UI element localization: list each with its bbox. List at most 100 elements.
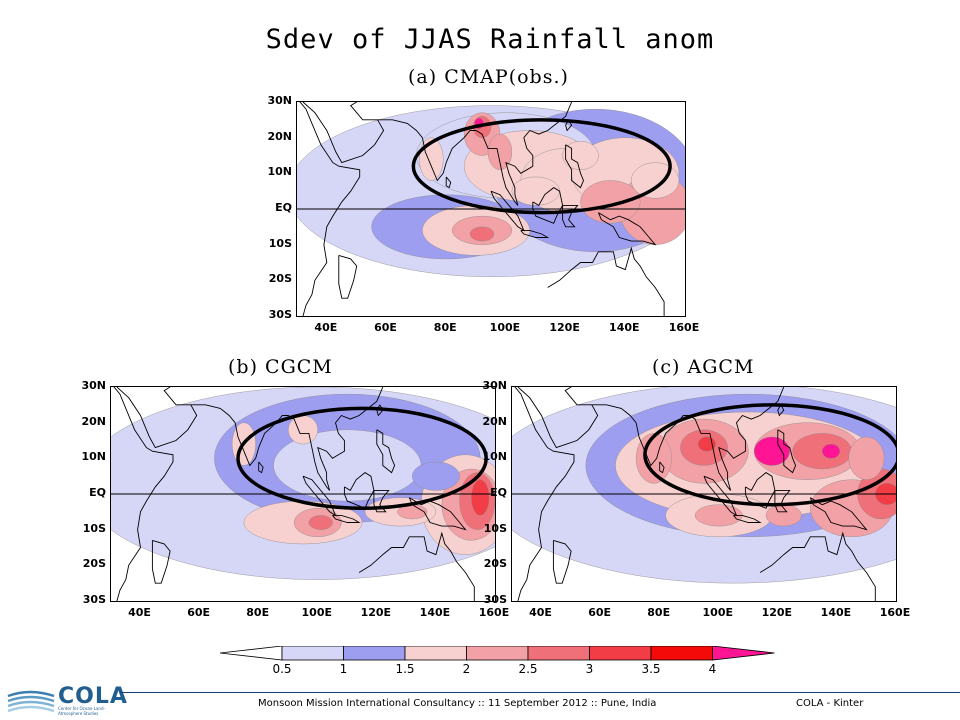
footer-divider — [120, 692, 960, 693]
coastline — [190, 404, 330, 491]
colorbar-label: 1.5 — [395, 662, 415, 676]
lat-label: 30S — [268, 308, 292, 321]
coastline — [445, 176, 452, 189]
coastline — [591, 404, 731, 491]
lon-label: 60E — [588, 606, 612, 619]
coastline — [332, 514, 361, 523]
lon-label: 100E — [702, 606, 733, 619]
footer-center-text: Monsoon Mission International Consultanc… — [258, 698, 657, 709]
lon-label: 60E — [374, 321, 397, 334]
lon-label: 40E — [128, 606, 151, 619]
highlight-ellipse — [411, 118, 672, 215]
lat-label: 30S — [483, 593, 507, 606]
lon-label: 120E — [761, 606, 793, 619]
lon-label: 100E — [489, 321, 521, 334]
contour-region — [412, 461, 460, 491]
highlight-ellipse — [236, 406, 488, 511]
lat-label: 20S — [268, 272, 292, 286]
colorbar-segment — [404, 645, 467, 661]
lon-label: 140E — [820, 606, 852, 619]
coastline — [759, 531, 876, 601]
lat-label: EQ — [89, 486, 106, 499]
lat-label: 20N — [482, 414, 507, 428]
colorbar-segment — [527, 645, 590, 661]
lat-label: 10S — [82, 521, 106, 535]
contour-region — [308, 515, 333, 530]
lat-label: EQ — [490, 486, 507, 499]
coastline — [299, 102, 361, 316]
colorbar-segment — [650, 645, 713, 661]
colorbar-label: 4 — [708, 662, 717, 676]
lon-label: 40E — [529, 606, 552, 619]
contour-region — [471, 479, 490, 516]
lon-label: 80E — [433, 321, 457, 334]
colorbar-svg — [219, 645, 775, 661]
lon-label: 160E — [478, 606, 510, 619]
lon-label: 160E — [879, 606, 911, 619]
logo-subtitle: Center for Ocean-Land-Atmosphere Studies — [58, 706, 105, 716]
lon-label: 60E — [187, 606, 211, 619]
coastline — [520, 229, 550, 238]
logo-text: COLA — [58, 684, 128, 709]
contour-region — [511, 176, 560, 206]
lon-label: 120E — [360, 606, 392, 619]
coastline — [343, 472, 375, 509]
map-panel-cmap — [296, 101, 686, 317]
lat-label: 10S — [268, 236, 292, 250]
coastline — [302, 102, 385, 164]
cola-logo-icon — [7, 690, 55, 713]
colorbar-label: 0.5 — [272, 662, 292, 676]
coastline — [490, 190, 525, 232]
map-panel-agcm — [511, 386, 897, 602]
colorbar-label: 1 — [339, 662, 348, 676]
coastline — [376, 429, 396, 474]
coastline — [514, 387, 575, 601]
lon-label: 100E — [301, 606, 332, 619]
contour-region — [580, 180, 641, 224]
panel-c-title: (c) AGCM — [652, 356, 755, 378]
coastline — [597, 212, 657, 246]
lat-label: 30S — [82, 593, 106, 606]
lon-label: 80E — [246, 606, 270, 619]
coastline — [744, 472, 776, 509]
coastline — [517, 387, 599, 449]
colorbar-label: 3.5 — [641, 662, 661, 676]
lon-label: 160E — [668, 321, 700, 334]
contour-region — [848, 436, 885, 480]
contour-region — [754, 436, 790, 466]
contour-region — [469, 226, 495, 242]
map-svg — [297, 102, 685, 316]
map-svg — [111, 387, 495, 601]
contour-region — [288, 415, 318, 445]
coastline — [552, 539, 572, 584]
lon-label: 40E — [314, 321, 338, 334]
coastline — [317, 387, 384, 491]
contour-region — [562, 141, 599, 170]
coastline — [377, 119, 519, 206]
coastline — [809, 497, 868, 531]
lat-label: 30N — [81, 379, 106, 392]
coastline — [116, 387, 198, 449]
lon-label: 140E — [419, 606, 451, 619]
colorbar-under — [219, 645, 283, 661]
coastline — [258, 461, 264, 474]
colorbar-segment — [281, 645, 344, 661]
colorbar-label: 2 — [462, 662, 471, 676]
lon-label: 140E — [609, 321, 640, 334]
colorbar-label: 3 — [585, 662, 594, 676]
map-panel-cgcm — [110, 386, 496, 602]
colorbar-over — [712, 645, 775, 661]
lat-label: 10N — [482, 450, 507, 464]
colorbar-segment — [466, 645, 529, 661]
colorbar-label: 2.5 — [518, 662, 538, 676]
colorbar-segment — [589, 645, 652, 661]
coastline — [659, 461, 665, 474]
coastline — [338, 254, 358, 299]
colorbar: 0.5 1 1.5 2 2.5 3 3.5 4 — [219, 645, 780, 684]
contour-region — [631, 162, 680, 199]
contour-region — [487, 133, 513, 170]
coastline — [565, 144, 584, 189]
lat-label: 10N — [81, 450, 106, 464]
lat-label: 20N — [81, 414, 106, 428]
coastline — [777, 404, 785, 417]
